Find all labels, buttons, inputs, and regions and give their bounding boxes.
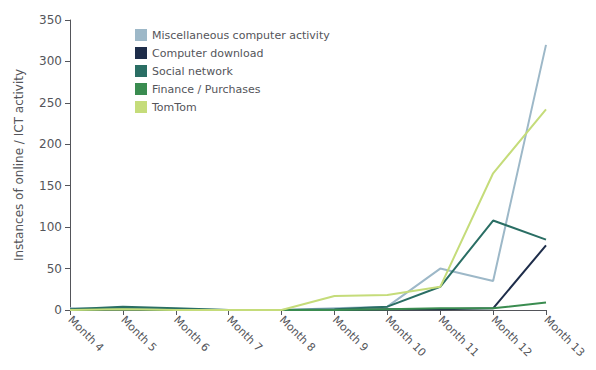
svg-text:50: 50: [47, 262, 62, 276]
svg-text:Month 11: Month 11: [436, 313, 482, 359]
svg-text:Computer download: Computer download: [152, 47, 263, 60]
svg-text:TomTom: TomTom: [151, 101, 197, 114]
svg-text:Month 4: Month 4: [65, 313, 106, 354]
svg-text:Month 8: Month 8: [277, 313, 318, 354]
svg-text:Month 6: Month 6: [171, 313, 212, 354]
svg-text:150: 150: [39, 179, 62, 193]
svg-text:Social network: Social network: [152, 65, 233, 78]
svg-text:300: 300: [39, 54, 62, 68]
svg-text:250: 250: [39, 96, 62, 110]
svg-text:Month 12: Month 12: [489, 313, 535, 359]
svg-text:Instances of online / ICT acti: Instances of online / ICT activity: [12, 69, 26, 261]
svg-text:Finance / Purchases: Finance / Purchases: [152, 83, 261, 96]
svg-text:Month 13: Month 13: [541, 313, 587, 359]
svg-text:Month 10: Month 10: [383, 313, 429, 359]
svg-text:Miscellaneous computer activit: Miscellaneous computer activity: [152, 29, 330, 42]
svg-text:200: 200: [39, 137, 62, 151]
svg-text:Month 5: Month 5: [118, 313, 159, 354]
svg-text:0: 0: [54, 303, 62, 317]
svg-text:100: 100: [39, 220, 62, 234]
svg-text:Month 7: Month 7: [224, 313, 265, 354]
svg-text:Month 9: Month 9: [330, 313, 371, 354]
svg-text:350: 350: [39, 13, 62, 27]
